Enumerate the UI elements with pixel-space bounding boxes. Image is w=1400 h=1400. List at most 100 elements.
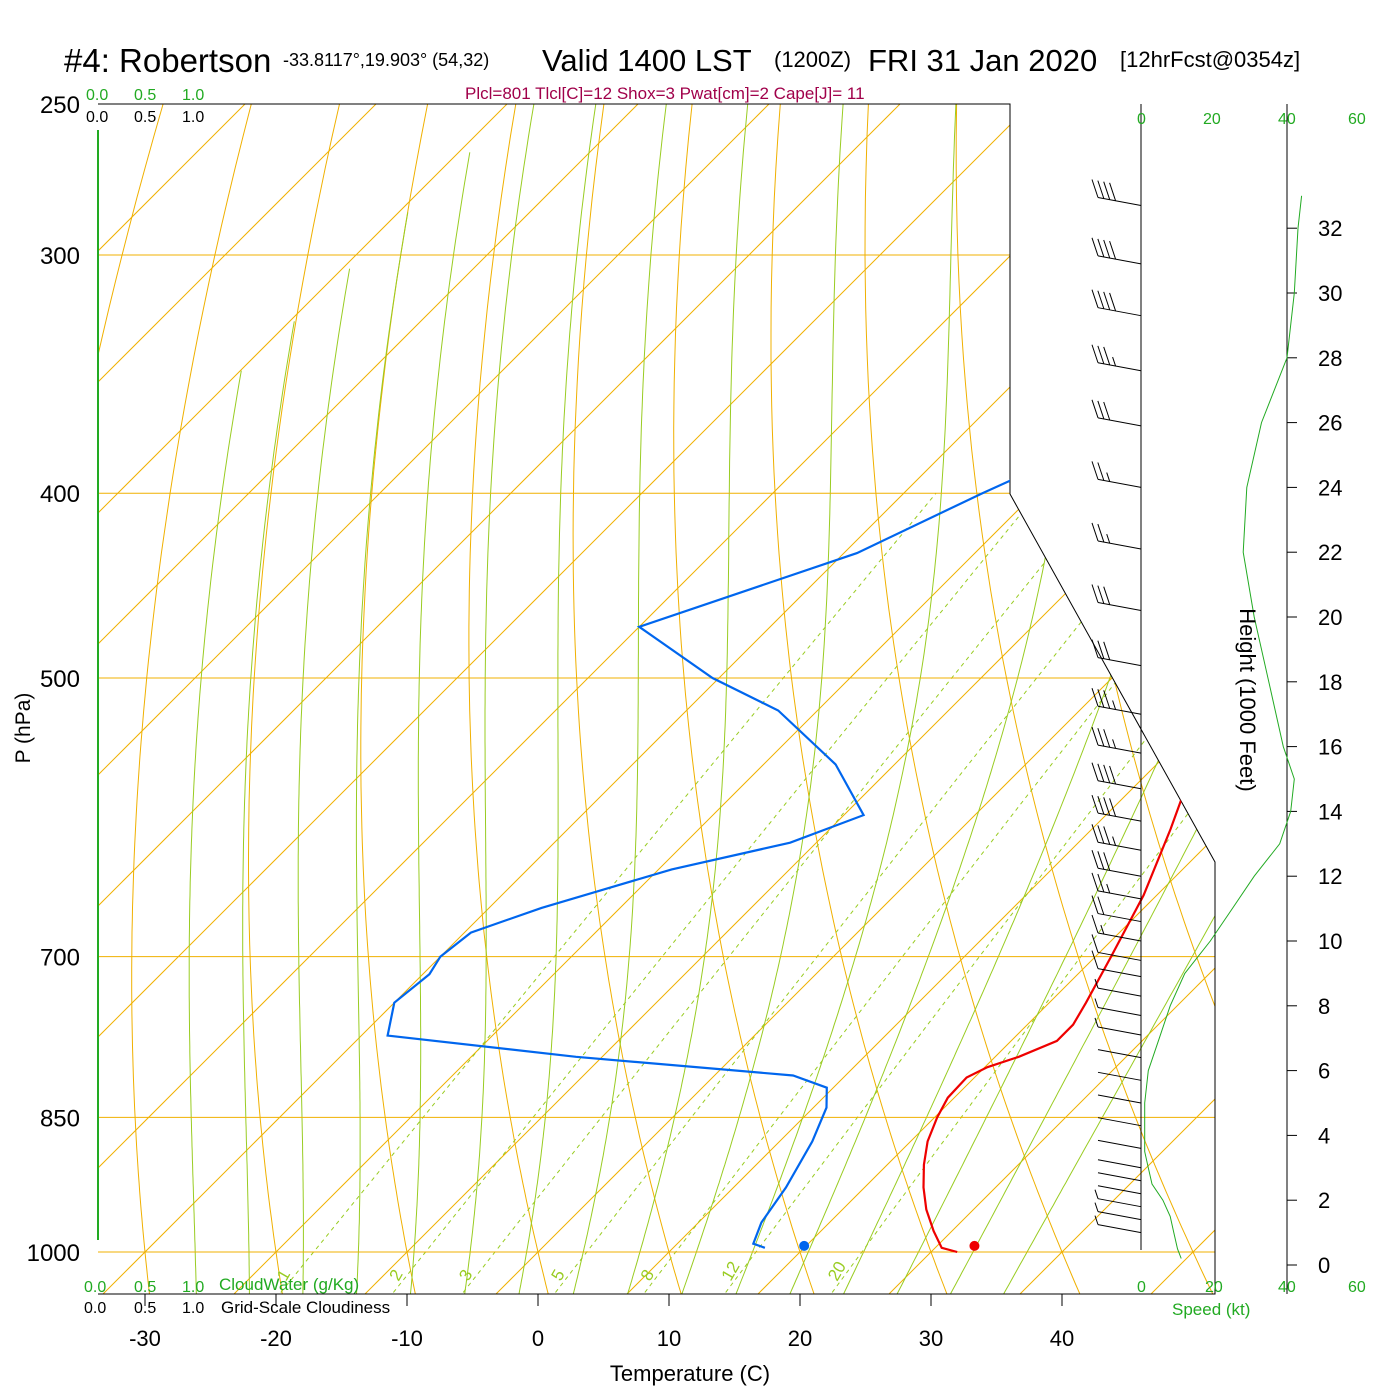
wind-barb	[1091, 850, 1142, 877]
isotherm-line	[458, 104, 1215, 1294]
wind-barb-shaft	[1097, 1071, 1142, 1081]
wind-barb-flag	[1091, 639, 1099, 658]
temperature-profile-line	[922, 136, 1215, 1254]
wind-barb-shaft	[1097, 1185, 1142, 1195]
cloudiness-tick-top: 1.0	[182, 109, 204, 126]
speed-tick-bottom: 20	[1205, 1279, 1223, 1296]
wind-barb	[1097, 1185, 1142, 1195]
wind-barb-shaft	[1097, 1117, 1142, 1127]
moist-adiabat-line	[877, 104, 1215, 1294]
wind-barb-shaft	[1097, 1198, 1142, 1208]
moist-adiabat-line	[825, 104, 1215, 1294]
isotherm-line	[98, 104, 542, 1294]
isotherm-line	[98, 104, 1197, 1294]
wind-barb-flag	[1103, 291, 1111, 311]
dry-adiabat-line	[770, 104, 963, 1294]
wind-barb-flag	[1106, 883, 1111, 894]
wind-barb	[1091, 950, 1142, 978]
wind-barb-shaft	[1097, 841, 1142, 851]
cloudiness-tick-top: 0.0	[86, 109, 108, 126]
station-title: #4: Robertson	[64, 42, 271, 79]
wind-barb-shaft	[1097, 867, 1142, 877]
wind-barb-flag	[1097, 796, 1105, 815]
wind-barb	[1094, 998, 1142, 1017]
height-tick-label: 20	[1318, 605, 1342, 630]
wind-barb-flag	[1091, 934, 1099, 953]
tick-labels: -30 -20 -10 0 10 20 30 40 250 300 400 500 700 850 1000…	[27, 92, 1075, 1351]
height-tick-label: 4	[1318, 1123, 1330, 1148]
wind-barb-flag	[1109, 182, 1117, 201]
wind-barb-shaft	[1097, 1172, 1142, 1182]
moist-adiabat-line	[406, 152, 471, 1294]
wind-barb-flag	[1091, 522, 1099, 542]
wind-barb-flag	[1097, 763, 1105, 782]
wind-barb-flag	[1103, 181, 1111, 200]
wind-barb	[1091, 289, 1142, 317]
temperature-tick-label: 20	[788, 1326, 812, 1351]
wind-barb-flag	[1097, 851, 1105, 870]
background-lines	[98, 104, 1215, 1294]
wind-barb-shaft	[1097, 255, 1142, 265]
isotherm-line	[98, 104, 804, 1294]
moist-adiabat-line	[615, 104, 749, 1294]
wind-barb	[1091, 824, 1142, 851]
wind-barb-flag	[1097, 896, 1105, 915]
wind-barb-flag	[1091, 872, 1099, 892]
mixing-ratio-label: 20	[824, 1258, 850, 1284]
speed-tick-top: 40	[1278, 111, 1296, 128]
wind-barb-flag	[1094, 1189, 1099, 1199]
wind-barb-flag	[1097, 462, 1105, 481]
wind-barb-flag	[1091, 824, 1099, 843]
isotherm-line	[98, 104, 935, 1294]
wind-barb	[1091, 914, 1142, 942]
wind-barb-shaft	[1097, 307, 1142, 317]
height-tick-label: 24	[1318, 475, 1342, 500]
wind-barb-flag	[1106, 533, 1111, 544]
wind-barb	[1097, 1117, 1142, 1127]
cloudwater-tick-top: 1.0	[182, 87, 204, 104]
height-tick-label: 26	[1318, 411, 1342, 436]
valid-date: FRI 31 Jan 2020	[868, 43, 1097, 78]
wind-barb-shaft	[1097, 657, 1142, 667]
speed-tick-top: 0	[1137, 111, 1146, 128]
wind-barb-flag	[1091, 237, 1099, 256]
cloudwater-tick-top: 0.0	[86, 87, 108, 104]
height-tick-label: 12	[1318, 864, 1342, 889]
wind-barb-shaft	[1097, 197, 1142, 207]
moist-adiabat-line	[242, 321, 295, 1294]
mixing-ratio-label: 3	[455, 1266, 476, 1284]
wind-barb-flag	[1097, 689, 1105, 708]
wind-barb-flag	[1097, 290, 1105, 309]
wind-barb-flag	[1091, 914, 1099, 934]
wind-barb	[1097, 1172, 1142, 1182]
height-tick-label: 6	[1318, 1059, 1330, 1084]
wind-barb-shaft	[1097, 890, 1142, 900]
mixing-ratio-line	[462, 492, 1101, 1293]
wind-barb-shaft	[1097, 1159, 1142, 1169]
wind-barb	[1094, 978, 1142, 997]
wind-barb-flag	[1106, 472, 1111, 482]
height-tick-label: 18	[1318, 670, 1342, 695]
wind-barb-flag	[1100, 924, 1105, 935]
wind-barb-flag	[1103, 826, 1111, 845]
speed-label: Speed (kt)	[1172, 1300, 1250, 1319]
pressure-tick-label: 300	[40, 243, 80, 270]
wind-barb	[1091, 639, 1142, 667]
temperature-tick-label: 40	[1050, 1326, 1074, 1351]
wind-barb-shaft	[1097, 780, 1142, 790]
wind-barb-flag	[1091, 895, 1099, 914]
dry-adiabat-line	[572, 104, 693, 1294]
plot-border	[98, 103, 1216, 1295]
wind-barb	[1097, 1071, 1142, 1081]
moist-adiabat-line	[773, 104, 1090, 1294]
wind-barb-shaft	[1097, 744, 1142, 754]
isotherm-line	[720, 104, 1215, 1294]
speed-tick-bottom: 0	[1137, 1279, 1146, 1296]
wind-barb-flag	[1097, 585, 1105, 604]
wind-barb-shaft	[1097, 1049, 1142, 1059]
wind-barb-shaft	[1097, 705, 1142, 715]
moist-adiabat-line	[188, 370, 242, 1294]
mixing-ratio-label: 2	[386, 1266, 407, 1284]
wind-barb	[1091, 584, 1142, 612]
moist-adiabat-line	[563, 104, 667, 1294]
